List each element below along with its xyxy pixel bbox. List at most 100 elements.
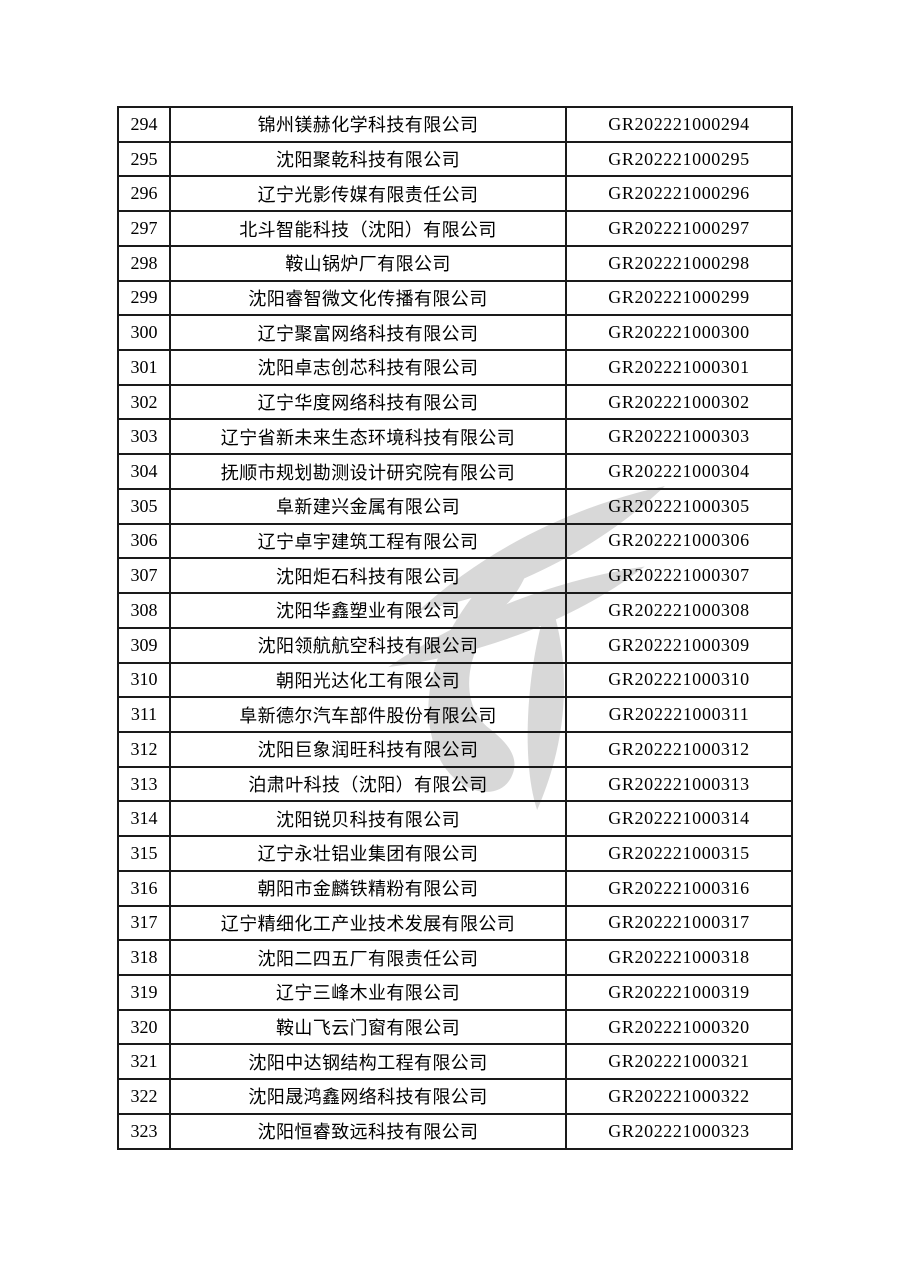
company-cell: 朝阳光达化工有限公司 — [169, 661, 567, 699]
table-row: 322 沈阳晟鸿鑫网络科技有限公司 GR202221000322 — [117, 1078, 793, 1115]
serial-cell: 309 — [117, 626, 171, 664]
table-row: 310 朝阳光达化工有限公司 GR202221000310 — [117, 661, 793, 699]
company-cell: 阜新德尔汽车部件股份有限公司 — [169, 696, 567, 733]
company-cell: 泊肃叶科技（沈阳）有限公司 — [169, 765, 567, 803]
code-cell: GR202221000322 — [565, 1078, 793, 1115]
code-cell: GR202221000304 — [565, 453, 793, 490]
serial-cell: 306 — [117, 522, 171, 560]
code-cell: GR202221000307 — [565, 557, 793, 595]
company-cell: 辽宁卓宇建筑工程有限公司 — [169, 522, 567, 560]
company-cell: 沈阳睿智微文化传播有限公司 — [169, 279, 567, 317]
company-cell: 沈阳锐贝科技有限公司 — [169, 800, 567, 838]
table-row: 317 辽宁精细化工产业技术发展有限公司 GR202221000317 — [117, 904, 793, 942]
company-cell: 辽宁华度网络科技有限公司 — [169, 383, 567, 421]
serial-cell: 319 — [117, 973, 171, 1011]
table-row: 299 沈阳睿智微文化传播有限公司 GR202221000299 — [117, 279, 793, 317]
table-row: 300 辽宁聚富网络科技有限公司 GR202221000300 — [117, 314, 793, 352]
table-row: 297 北斗智能科技（沈阳）有限公司 GR202221000297 — [117, 210, 793, 247]
company-cell: 鞍山锅炉厂有限公司 — [169, 244, 567, 282]
code-cell: GR202221000308 — [565, 592, 793, 629]
serial-cell: 313 — [117, 765, 171, 803]
code-cell: GR202221000298 — [565, 244, 793, 282]
serial-cell: 303 — [117, 418, 171, 456]
table-row: 314 沈阳锐贝科技有限公司 GR202221000314 — [117, 800, 793, 838]
table-row: 298 鞍山锅炉厂有限公司 GR202221000298 — [117, 244, 793, 282]
serial-cell: 302 — [117, 383, 171, 421]
code-cell: GR202221000316 — [565, 869, 793, 907]
code-cell: GR202221000296 — [565, 175, 793, 213]
serial-cell: 300 — [117, 314, 171, 352]
table-row: 319 辽宁三峰木业有限公司 GR202221000319 — [117, 973, 793, 1011]
serial-cell: 301 — [117, 349, 171, 386]
company-cell: 沈阳聚乾科技有限公司 — [169, 140, 567, 178]
company-cell: 辽宁永壮铝业集团有限公司 — [169, 835, 567, 872]
company-cell: 辽宁精细化工产业技术发展有限公司 — [169, 904, 567, 942]
table-row: 305 阜新建兴金属有限公司 GR202221000305 — [117, 487, 793, 525]
code-cell: GR202221000323 — [565, 1112, 793, 1151]
code-cell: GR202221000315 — [565, 835, 793, 872]
code-cell: GR202221000301 — [565, 349, 793, 386]
company-cell: 沈阳中达钢结构工程有限公司 — [169, 1043, 567, 1081]
serial-cell: 305 — [117, 487, 171, 525]
table-row: 306 辽宁卓宇建筑工程有限公司 GR202221000306 — [117, 522, 793, 560]
table-row: 313 泊肃叶科技（沈阳）有限公司 GR202221000313 — [117, 765, 793, 803]
company-cell: 沈阳恒睿致远科技有限公司 — [169, 1112, 567, 1151]
code-cell: GR202221000317 — [565, 904, 793, 942]
company-cell: 辽宁光影传媒有限责任公司 — [169, 175, 567, 213]
company-cell: 辽宁省新未来生态环境科技有限公司 — [169, 418, 567, 456]
code-cell: GR202221000319 — [565, 973, 793, 1011]
table-row: 304 抚顺市规划勘测设计研究院有限公司 GR202221000304 — [117, 453, 793, 490]
code-cell: GR202221000303 — [565, 418, 793, 456]
code-cell: GR202221000299 — [565, 279, 793, 317]
code-cell: GR202221000300 — [565, 314, 793, 352]
table-row: 323 沈阳恒睿致远科技有限公司 GR202221000323 — [117, 1112, 793, 1151]
table-row: 308 沈阳华鑫塑业有限公司 GR202221000308 — [117, 592, 793, 629]
company-cell: 北斗智能科技（沈阳）有限公司 — [169, 210, 567, 247]
serial-cell: 296 — [117, 175, 171, 213]
company-cell: 阜新建兴金属有限公司 — [169, 487, 567, 525]
serial-cell: 321 — [117, 1043, 171, 1081]
table-row: 321 沈阳中达钢结构工程有限公司 GR202221000321 — [117, 1043, 793, 1081]
serial-cell: 294 — [117, 106, 171, 143]
code-cell: GR202221000305 — [565, 487, 793, 525]
serial-cell: 320 — [117, 1008, 171, 1046]
company-cell: 沈阳晟鸿鑫网络科技有限公司 — [169, 1078, 567, 1115]
company-cell: 沈阳炬石科技有限公司 — [169, 557, 567, 595]
serial-cell: 299 — [117, 279, 171, 317]
table-row: 315 辽宁永壮铝业集团有限公司 GR202221000315 — [117, 835, 793, 872]
serial-cell: 316 — [117, 869, 171, 907]
company-cell: 锦州镁赫化学科技有限公司 — [169, 106, 567, 143]
serial-cell: 308 — [117, 592, 171, 629]
serial-cell: 304 — [117, 453, 171, 490]
company-cell: 沈阳巨象润旺科技有限公司 — [169, 730, 567, 768]
code-cell: GR202221000302 — [565, 383, 793, 421]
serial-cell: 297 — [117, 210, 171, 247]
table-row: 302 辽宁华度网络科技有限公司 GR202221000302 — [117, 383, 793, 421]
code-cell: GR202221000295 — [565, 140, 793, 178]
serial-cell: 298 — [117, 244, 171, 282]
company-cell: 沈阳领航航空科技有限公司 — [169, 626, 567, 664]
serial-cell: 295 — [117, 140, 171, 178]
code-cell: GR202221000312 — [565, 730, 793, 768]
company-cell: 鞍山飞云门窗有限公司 — [169, 1008, 567, 1046]
company-cell: 沈阳卓志创芯科技有限公司 — [169, 349, 567, 386]
table-row: 312 沈阳巨象润旺科技有限公司 GR202221000312 — [117, 730, 793, 768]
table-row: 303 辽宁省新未来生态环境科技有限公司 GR202221000303 — [117, 418, 793, 456]
code-cell: GR202221000310 — [565, 661, 793, 699]
company-cell: 沈阳二四五厂有限责任公司 — [169, 939, 567, 976]
table-row: 309 沈阳领航航空科技有限公司 GR202221000309 — [117, 626, 793, 664]
serial-cell: 311 — [117, 696, 171, 733]
code-cell: GR202221000309 — [565, 626, 793, 664]
code-cell: GR202221000321 — [565, 1043, 793, 1081]
table-row: 301 沈阳卓志创芯科技有限公司 GR202221000301 — [117, 349, 793, 386]
table-row: 316 朝阳市金麟铁精粉有限公司 GR202221000316 — [117, 869, 793, 907]
table-row: 320 鞍山飞云门窗有限公司 GR202221000320 — [117, 1008, 793, 1046]
code-cell: GR202221000318 — [565, 939, 793, 976]
company-cell: 辽宁三峰木业有限公司 — [169, 973, 567, 1011]
table-row: 307 沈阳炬石科技有限公司 GR202221000307 — [117, 557, 793, 595]
serial-cell: 314 — [117, 800, 171, 838]
serial-cell: 315 — [117, 835, 171, 872]
company-cell: 沈阳华鑫塑业有限公司 — [169, 592, 567, 629]
serial-cell: 318 — [117, 939, 171, 976]
code-cell: GR202221000320 — [565, 1008, 793, 1046]
